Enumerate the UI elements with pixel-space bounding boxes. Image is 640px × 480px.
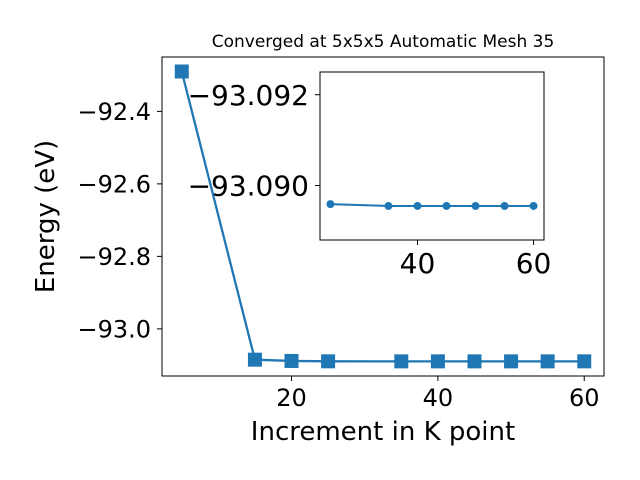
main-data-point xyxy=(394,354,409,369)
main-y-tick-label: −92.8 xyxy=(77,243,151,271)
inset-data-point xyxy=(442,201,451,210)
inset-y-tick-label: −93.090 xyxy=(188,170,309,203)
inset-axes: 40 60 −93.092 −93.090 xyxy=(188,71,552,280)
main-data-point xyxy=(430,354,445,369)
main-data-point xyxy=(467,354,482,369)
main-axes-frame xyxy=(161,56,605,377)
main-series-line xyxy=(180,71,585,363)
main-x-axis-label: Increment in K point xyxy=(251,417,515,447)
main-x-tick-label: 20 xyxy=(276,384,307,412)
inset-axes-frame xyxy=(319,71,545,241)
inset-data-point xyxy=(471,201,480,210)
inset-data-point xyxy=(384,201,393,210)
main-y-tick-label: −92.4 xyxy=(77,98,151,126)
main-y-tick-label: −92.6 xyxy=(77,171,151,199)
main-chart-title: Converged at 5x5x5 Automatic Mesh 35 xyxy=(212,32,555,52)
main-data-point xyxy=(321,354,336,369)
main-data-point xyxy=(284,353,299,368)
inset-y-tick-label: −93.092 xyxy=(188,79,309,112)
main-data-point xyxy=(540,354,555,369)
inset-data-point xyxy=(500,201,509,210)
main-data-point xyxy=(577,354,592,369)
inset-data-point xyxy=(326,200,335,209)
inset-x-tick-label: 60 xyxy=(516,247,552,280)
inset-data-point xyxy=(529,201,538,210)
main-y-tick-label: −93.0 xyxy=(77,316,151,344)
main-x-tick-label: 60 xyxy=(569,384,600,412)
main-x-tick-label: 40 xyxy=(423,384,454,412)
main-y-axis-label: Energy (eV) xyxy=(31,140,61,293)
main-data-point xyxy=(504,354,519,369)
main-data-point xyxy=(247,352,262,367)
inset-data-point xyxy=(413,201,422,210)
main-data-point xyxy=(174,64,189,79)
inset-plot-area xyxy=(320,72,544,240)
inset-x-tick-label: 40 xyxy=(400,247,436,280)
